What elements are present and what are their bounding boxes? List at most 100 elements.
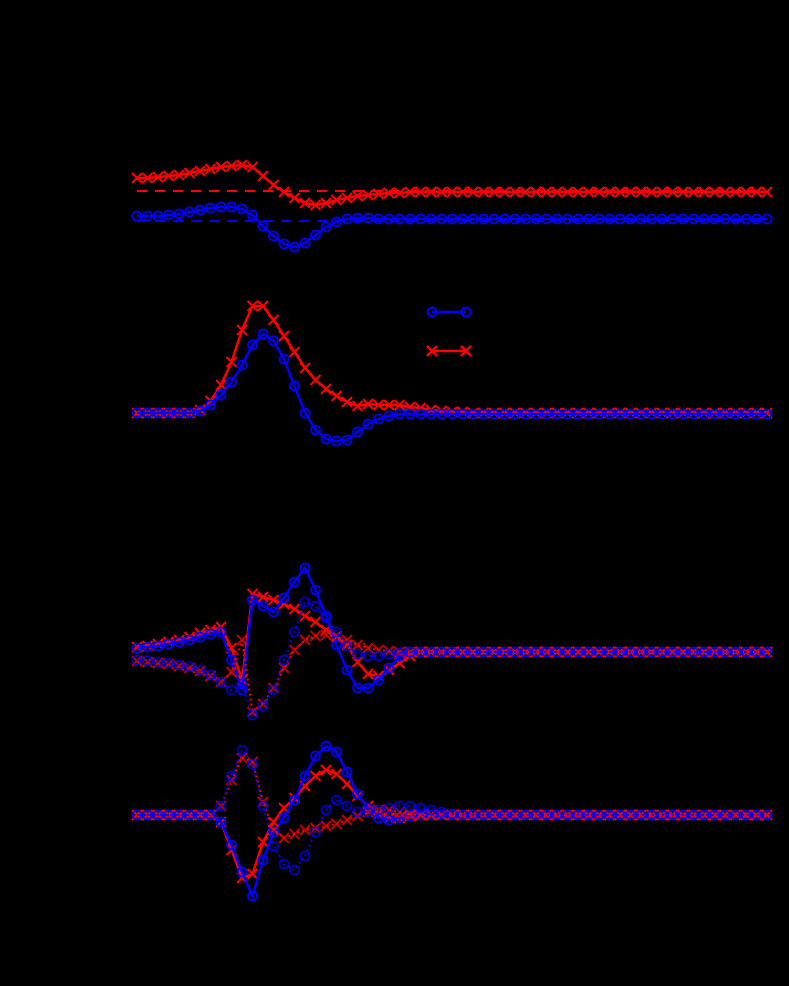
circle-marker-icon	[677, 809, 689, 821]
circle-marker-icon	[352, 682, 363, 694]
x-marker-icon	[456, 406, 469, 418]
circle-marker-icon	[373, 804, 384, 816]
series-line	[136, 592, 767, 681]
x-marker-icon	[320, 764, 332, 776]
circle-marker-icon	[478, 809, 489, 821]
circle-marker-icon	[247, 209, 258, 221]
circle-marker-icon	[152, 407, 164, 419]
circle-marker-icon	[163, 657, 174, 669]
circle-marker-icon	[268, 230, 279, 242]
circle-marker-icon	[404, 213, 416, 225]
x-marker-icon	[761, 186, 773, 198]
x-marker-icon	[267, 179, 280, 191]
circle-marker-icon	[625, 809, 636, 821]
circle-marker-icon	[740, 809, 752, 821]
circle-marker-icon	[373, 674, 384, 686]
circle-marker-icon	[362, 650, 374, 662]
x-marker-icon	[309, 374, 322, 386]
circle-marker-icon	[373, 812, 384, 824]
series-line	[137, 744, 767, 900]
circle-marker-icon	[373, 413, 384, 425]
circle-marker-icon	[383, 213, 395, 225]
circle-marker-icon	[467, 646, 479, 658]
circle-marker-icon	[698, 646, 710, 658]
x-marker-icon	[561, 186, 574, 198]
circle-marker-icon	[352, 788, 363, 800]
x-marker-icon	[351, 639, 364, 651]
circle-marker-icon	[667, 408, 678, 420]
circle-marker-icon	[593, 646, 605, 658]
circle-marker-icon	[604, 646, 615, 658]
circle-marker-icon	[299, 770, 311, 782]
circle-marker-icon	[226, 684, 237, 696]
circle-marker-icon	[593, 408, 605, 420]
circle-marker-icon	[446, 408, 458, 420]
circle-marker-icon	[593, 213, 605, 225]
circle-marker-icon	[520, 646, 531, 658]
circle-marker-icon	[341, 640, 353, 652]
circle-marker-icon	[551, 408, 563, 420]
x-marker-icon	[467, 186, 479, 198]
circle-marker-icon	[488, 213, 500, 225]
x-marker-icon	[362, 398, 374, 410]
circle-marker-icon	[404, 810, 416, 822]
x-marker-icon	[236, 324, 248, 336]
x-marker-icon	[414, 186, 427, 198]
circle-marker-icon	[205, 628, 216, 640]
circle-marker-icon	[289, 576, 300, 588]
x-marker-icon	[257, 836, 269, 848]
panel-2	[131, 300, 773, 447]
circle-marker-icon	[341, 213, 353, 225]
circle-marker-icon	[142, 210, 153, 222]
circle-marker-icon	[152, 656, 164, 668]
x-marker-icon	[152, 171, 164, 183]
circle-marker-icon	[635, 408, 647, 420]
circle-marker-icon	[394, 213, 405, 225]
circle-marker-icon	[194, 809, 206, 821]
circle-marker-icon	[184, 661, 195, 673]
series-line	[137, 332, 767, 443]
circle-marker-icon	[247, 339, 258, 351]
panel-3	[131, 562, 773, 721]
circle-marker-icon	[583, 809, 594, 821]
circle-marker-icon	[688, 809, 699, 821]
circle-marker-icon	[226, 376, 237, 388]
circle-marker-icon	[173, 809, 185, 821]
x-marker-icon	[246, 161, 259, 173]
circle-marker-icon	[614, 213, 626, 225]
circle-marker-icon	[562, 408, 573, 420]
circle-marker-icon	[446, 646, 458, 658]
circle-marker-icon	[278, 238, 290, 250]
x-marker-icon	[278, 662, 290, 674]
x-marker-icon	[299, 197, 311, 209]
x-marker-icon	[309, 630, 322, 642]
circle-marker-icon	[604, 408, 615, 420]
x-marker-icon	[215, 379, 227, 391]
circle-marker-icon	[583, 213, 594, 225]
circle-marker-icon	[131, 809, 143, 821]
circle-marker-icon	[541, 646, 552, 658]
circle-marker-icon	[667, 213, 678, 225]
x-marker-icon	[320, 820, 332, 832]
x-marker-icon	[351, 190, 364, 202]
circle-marker-icon	[698, 809, 710, 821]
x-marker-icon	[173, 169, 185, 181]
x-marker-icon	[194, 165, 206, 177]
circle-marker-icon	[593, 809, 605, 821]
circle-marker-icon	[310, 600, 321, 612]
x-marker-icon	[435, 186, 448, 198]
circle-marker-icon	[320, 740, 332, 752]
series-line	[137, 756, 767, 840]
circle-marker-icon	[215, 676, 227, 688]
series-line	[137, 304, 767, 415]
circle-marker-icon	[530, 809, 542, 821]
circle-marker-icon	[278, 858, 290, 870]
circle-marker-icon	[562, 646, 573, 658]
x-marker-icon	[246, 706, 259, 718]
circle-marker-icon	[530, 646, 542, 658]
x-marker-icon	[666, 186, 679, 198]
circle-marker-icon	[509, 646, 521, 658]
circle-marker-icon	[163, 209, 174, 221]
circle-marker-icon	[383, 814, 395, 826]
circle-marker-icon	[131, 642, 143, 654]
